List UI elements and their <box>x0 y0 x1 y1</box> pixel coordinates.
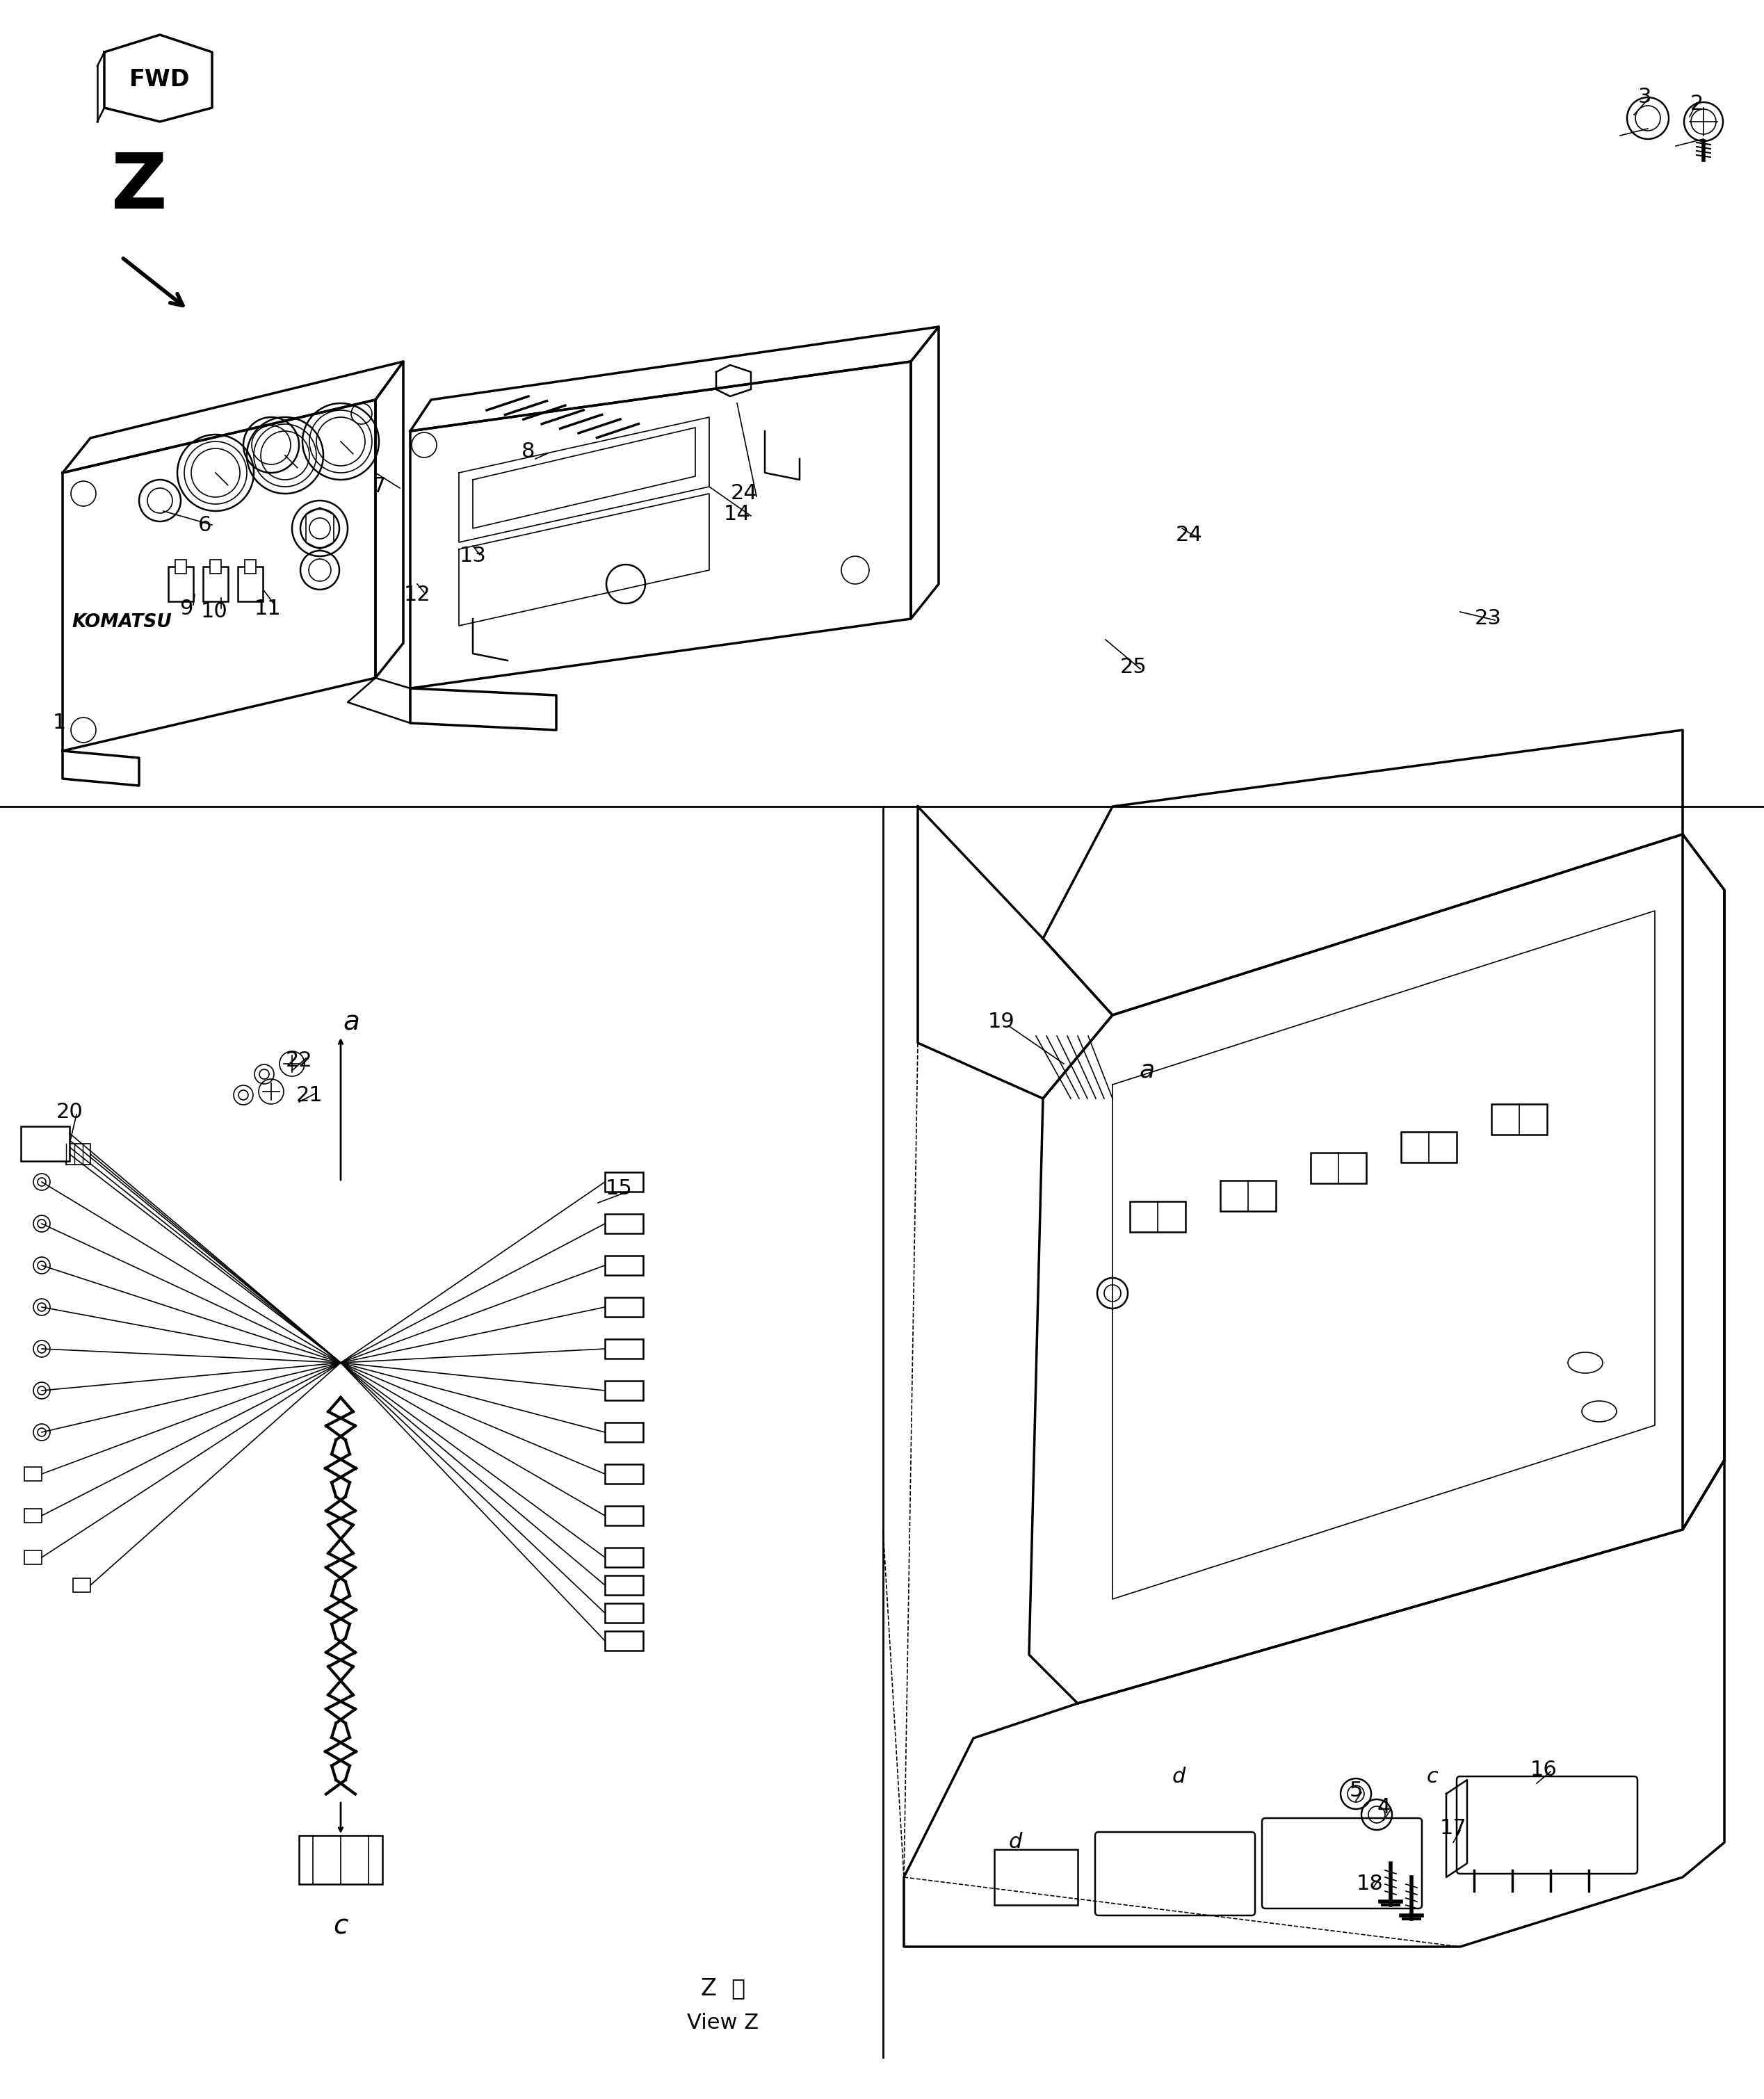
Bar <box>1221 1180 1275 1211</box>
Bar <box>203 567 228 602</box>
Bar <box>605 1255 644 1274</box>
Text: 16: 16 <box>1529 1759 1558 1780</box>
Text: 21: 21 <box>296 1085 323 1104</box>
Text: Z: Z <box>111 151 168 225</box>
Text: 13: 13 <box>459 546 487 567</box>
Text: d: d <box>1171 1767 1185 1786</box>
Text: 20: 20 <box>56 1102 83 1123</box>
Text: KOMATSU: KOMATSU <box>72 613 171 632</box>
Bar <box>210 560 220 573</box>
Text: c: c <box>1427 1767 1438 1786</box>
Polygon shape <box>1043 730 1683 1016</box>
Text: d: d <box>1009 1832 1021 1853</box>
Bar <box>605 1576 644 1595</box>
Text: 10: 10 <box>201 602 228 621</box>
Text: 17: 17 <box>1439 1818 1466 1839</box>
Bar <box>605 1631 644 1650</box>
Polygon shape <box>62 361 404 472</box>
FancyBboxPatch shape <box>1261 1818 1422 1908</box>
Text: 9: 9 <box>180 598 192 619</box>
Bar <box>168 567 194 602</box>
Text: 8: 8 <box>522 443 534 462</box>
Bar <box>605 1547 644 1568</box>
Text: 4: 4 <box>1378 1797 1390 1818</box>
Text: 3: 3 <box>1637 88 1651 107</box>
Ellipse shape <box>1582 1400 1616 1421</box>
Polygon shape <box>62 399 376 751</box>
Polygon shape <box>376 361 404 678</box>
Polygon shape <box>1028 833 1725 1704</box>
Text: 11: 11 <box>254 598 280 619</box>
Text: 22: 22 <box>286 1050 312 1070</box>
Bar <box>245 560 256 573</box>
Text: 12: 12 <box>404 584 430 605</box>
Bar <box>605 1339 644 1358</box>
Text: 14: 14 <box>723 504 750 525</box>
Polygon shape <box>910 327 938 619</box>
Text: 18: 18 <box>1357 1874 1383 1893</box>
Polygon shape <box>411 361 910 688</box>
Text: Z  視: Z 視 <box>700 1977 746 2000</box>
Text: View Z: View Z <box>688 2013 759 2034</box>
Text: FWD: FWD <box>129 69 191 92</box>
Text: 24: 24 <box>1175 525 1203 546</box>
Bar <box>25 1551 42 1564</box>
Polygon shape <box>411 327 938 430</box>
Bar <box>175 560 187 573</box>
Bar <box>21 1127 69 1161</box>
Text: 25: 25 <box>1120 657 1147 678</box>
Text: a: a <box>1140 1058 1155 1083</box>
Bar <box>995 1849 1078 1906</box>
Ellipse shape <box>1568 1352 1603 1373</box>
FancyBboxPatch shape <box>1457 1776 1637 1874</box>
Bar <box>1401 1131 1457 1163</box>
Bar <box>605 1381 644 1400</box>
Bar <box>1131 1201 1185 1232</box>
Bar <box>298 1835 383 1885</box>
Bar <box>605 1465 644 1484</box>
Bar <box>1311 1152 1367 1184</box>
Bar <box>72 1578 90 1593</box>
Text: c: c <box>333 1912 348 1939</box>
Bar <box>605 1505 644 1526</box>
Bar <box>605 1423 644 1442</box>
Polygon shape <box>104 36 212 122</box>
Bar <box>65 1144 90 1165</box>
FancyBboxPatch shape <box>1095 1832 1254 1916</box>
Text: 19: 19 <box>988 1012 1014 1033</box>
Text: 6: 6 <box>198 514 212 535</box>
Text: 2: 2 <box>1690 94 1704 113</box>
Bar <box>605 1171 644 1192</box>
Bar <box>605 1213 644 1234</box>
Text: 7: 7 <box>372 476 386 497</box>
Polygon shape <box>903 1461 1725 1946</box>
Bar <box>25 1467 42 1482</box>
Bar <box>605 1297 644 1316</box>
Text: 1: 1 <box>53 714 65 733</box>
Text: 23: 23 <box>1475 609 1501 630</box>
Bar <box>605 1604 644 1623</box>
Text: 24: 24 <box>730 483 757 504</box>
Bar <box>1491 1104 1547 1136</box>
Polygon shape <box>917 806 1113 1098</box>
Text: 15: 15 <box>605 1180 632 1199</box>
Text: a: a <box>342 1010 360 1035</box>
Bar <box>25 1509 42 1522</box>
Bar <box>238 567 263 602</box>
Text: 5: 5 <box>1349 1780 1362 1801</box>
